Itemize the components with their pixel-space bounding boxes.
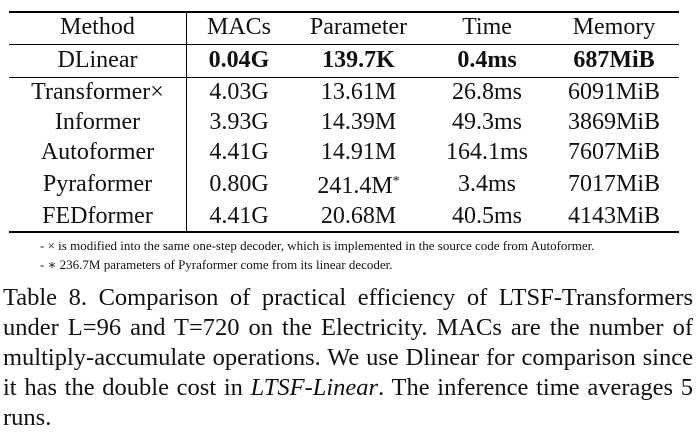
memory-cell: 3869MiB: [567, 109, 660, 135]
header-time: Time: [462, 14, 512, 40]
method-cell: Pyraformer: [42, 171, 153, 197]
header-macs: MACs: [206, 14, 272, 40]
time-cell: 49.3ms: [451, 109, 522, 135]
time-cell: 26.8ms: [451, 79, 522, 105]
table-caption: Table 8. Comparison of practical efficie…: [3, 283, 693, 433]
macs-cell: 4.41G: [209, 139, 269, 165]
memory-cell: 687MiB: [573, 47, 655, 73]
dlinear-rule: [9, 77, 679, 78]
table-row: DLinear 0.04G 139.7K 0.4ms 687MiB: [9, 43, 679, 77]
method-cell: Transformer×: [31, 79, 164, 105]
params-value: 139.7K: [322, 47, 395, 73]
table-row: Transformer× 4.03G 13.61M 26.8ms 6091MiB: [9, 77, 679, 107]
macs-cell: 4.41G: [209, 203, 269, 229]
table-row: Pyraformer 0.80G 241.4M* 3.4ms 7017MiB: [9, 167, 679, 201]
params-value: 241.4M: [317, 173, 393, 199]
time-cell: 3.4ms: [457, 171, 516, 197]
params-cell: 139.7K: [292, 43, 425, 77]
params-cell: 14.39M: [320, 109, 397, 135]
method-cell: FEDformer: [42, 203, 153, 229]
table-row: Informer 3.93G 14.39M 49.3ms 3869MiB: [9, 107, 679, 137]
table-row: Autoformer 4.41G 14.91M 164.1ms 7607MiB: [9, 137, 679, 167]
macs-cell: 3.93G: [209, 109, 269, 135]
method-cell: Informer: [54, 109, 141, 135]
note-pyraformer: - ∗ 236.7M parameters of Pyraformer come…: [40, 257, 393, 272]
macs-cell: 4.03G: [209, 79, 269, 105]
params-cell: 13.61M: [320, 79, 397, 105]
memory-cell: 7607MiB: [567, 139, 660, 165]
header-method: Method: [60, 14, 135, 40]
table-header-row: Method MACs Parameter Time Memory: [9, 11, 679, 43]
memory-cell: 6091MiB: [567, 79, 660, 105]
params-cell: 14.91M: [320, 139, 397, 165]
table-bottom-rule: [9, 231, 679, 233]
caption-text-1: Table 8. Comparison of practical efficie…: [3, 284, 693, 401]
time-cell: 164.1ms: [445, 139, 528, 165]
method-cell: Autoformer: [40, 139, 155, 165]
table-notes: - × is modified into the same one-step d…: [40, 236, 594, 274]
params-cell: 241.4M*: [292, 167, 425, 201]
footnote-mark: *: [392, 174, 400, 189]
efficiency-table: Method MACs Parameter Time Memory DLinea…: [9, 11, 679, 231]
method-cell: DLinear: [57, 47, 138, 73]
time-cell: 0.4ms: [457, 47, 517, 73]
time-cell: 40.5ms: [451, 203, 522, 229]
params-cell: 20.68M: [320, 203, 397, 229]
table-top-rule: [9, 11, 679, 13]
caption-italic: LTSF-Linear: [250, 374, 379, 401]
table-row: FEDformer 4.41G 20.68M 40.5ms 4143MiB: [9, 201, 679, 231]
method-column-divider: [186, 11, 187, 233]
header-memory: Memory: [572, 14, 656, 40]
header-parameter: Parameter: [309, 14, 408, 40]
note-transformer: - × is modified into the same one-step d…: [40, 238, 595, 253]
caption-text-2: . The inference time averages 5 runs.: [3, 374, 693, 431]
memory-cell: 7017MiB: [567, 171, 660, 197]
header-rule: [9, 44, 679, 45]
macs-cell: 0.80G: [209, 171, 269, 197]
macs-cell: 0.04G: [208, 47, 270, 73]
memory-cell: 4143MiB: [567, 203, 660, 229]
